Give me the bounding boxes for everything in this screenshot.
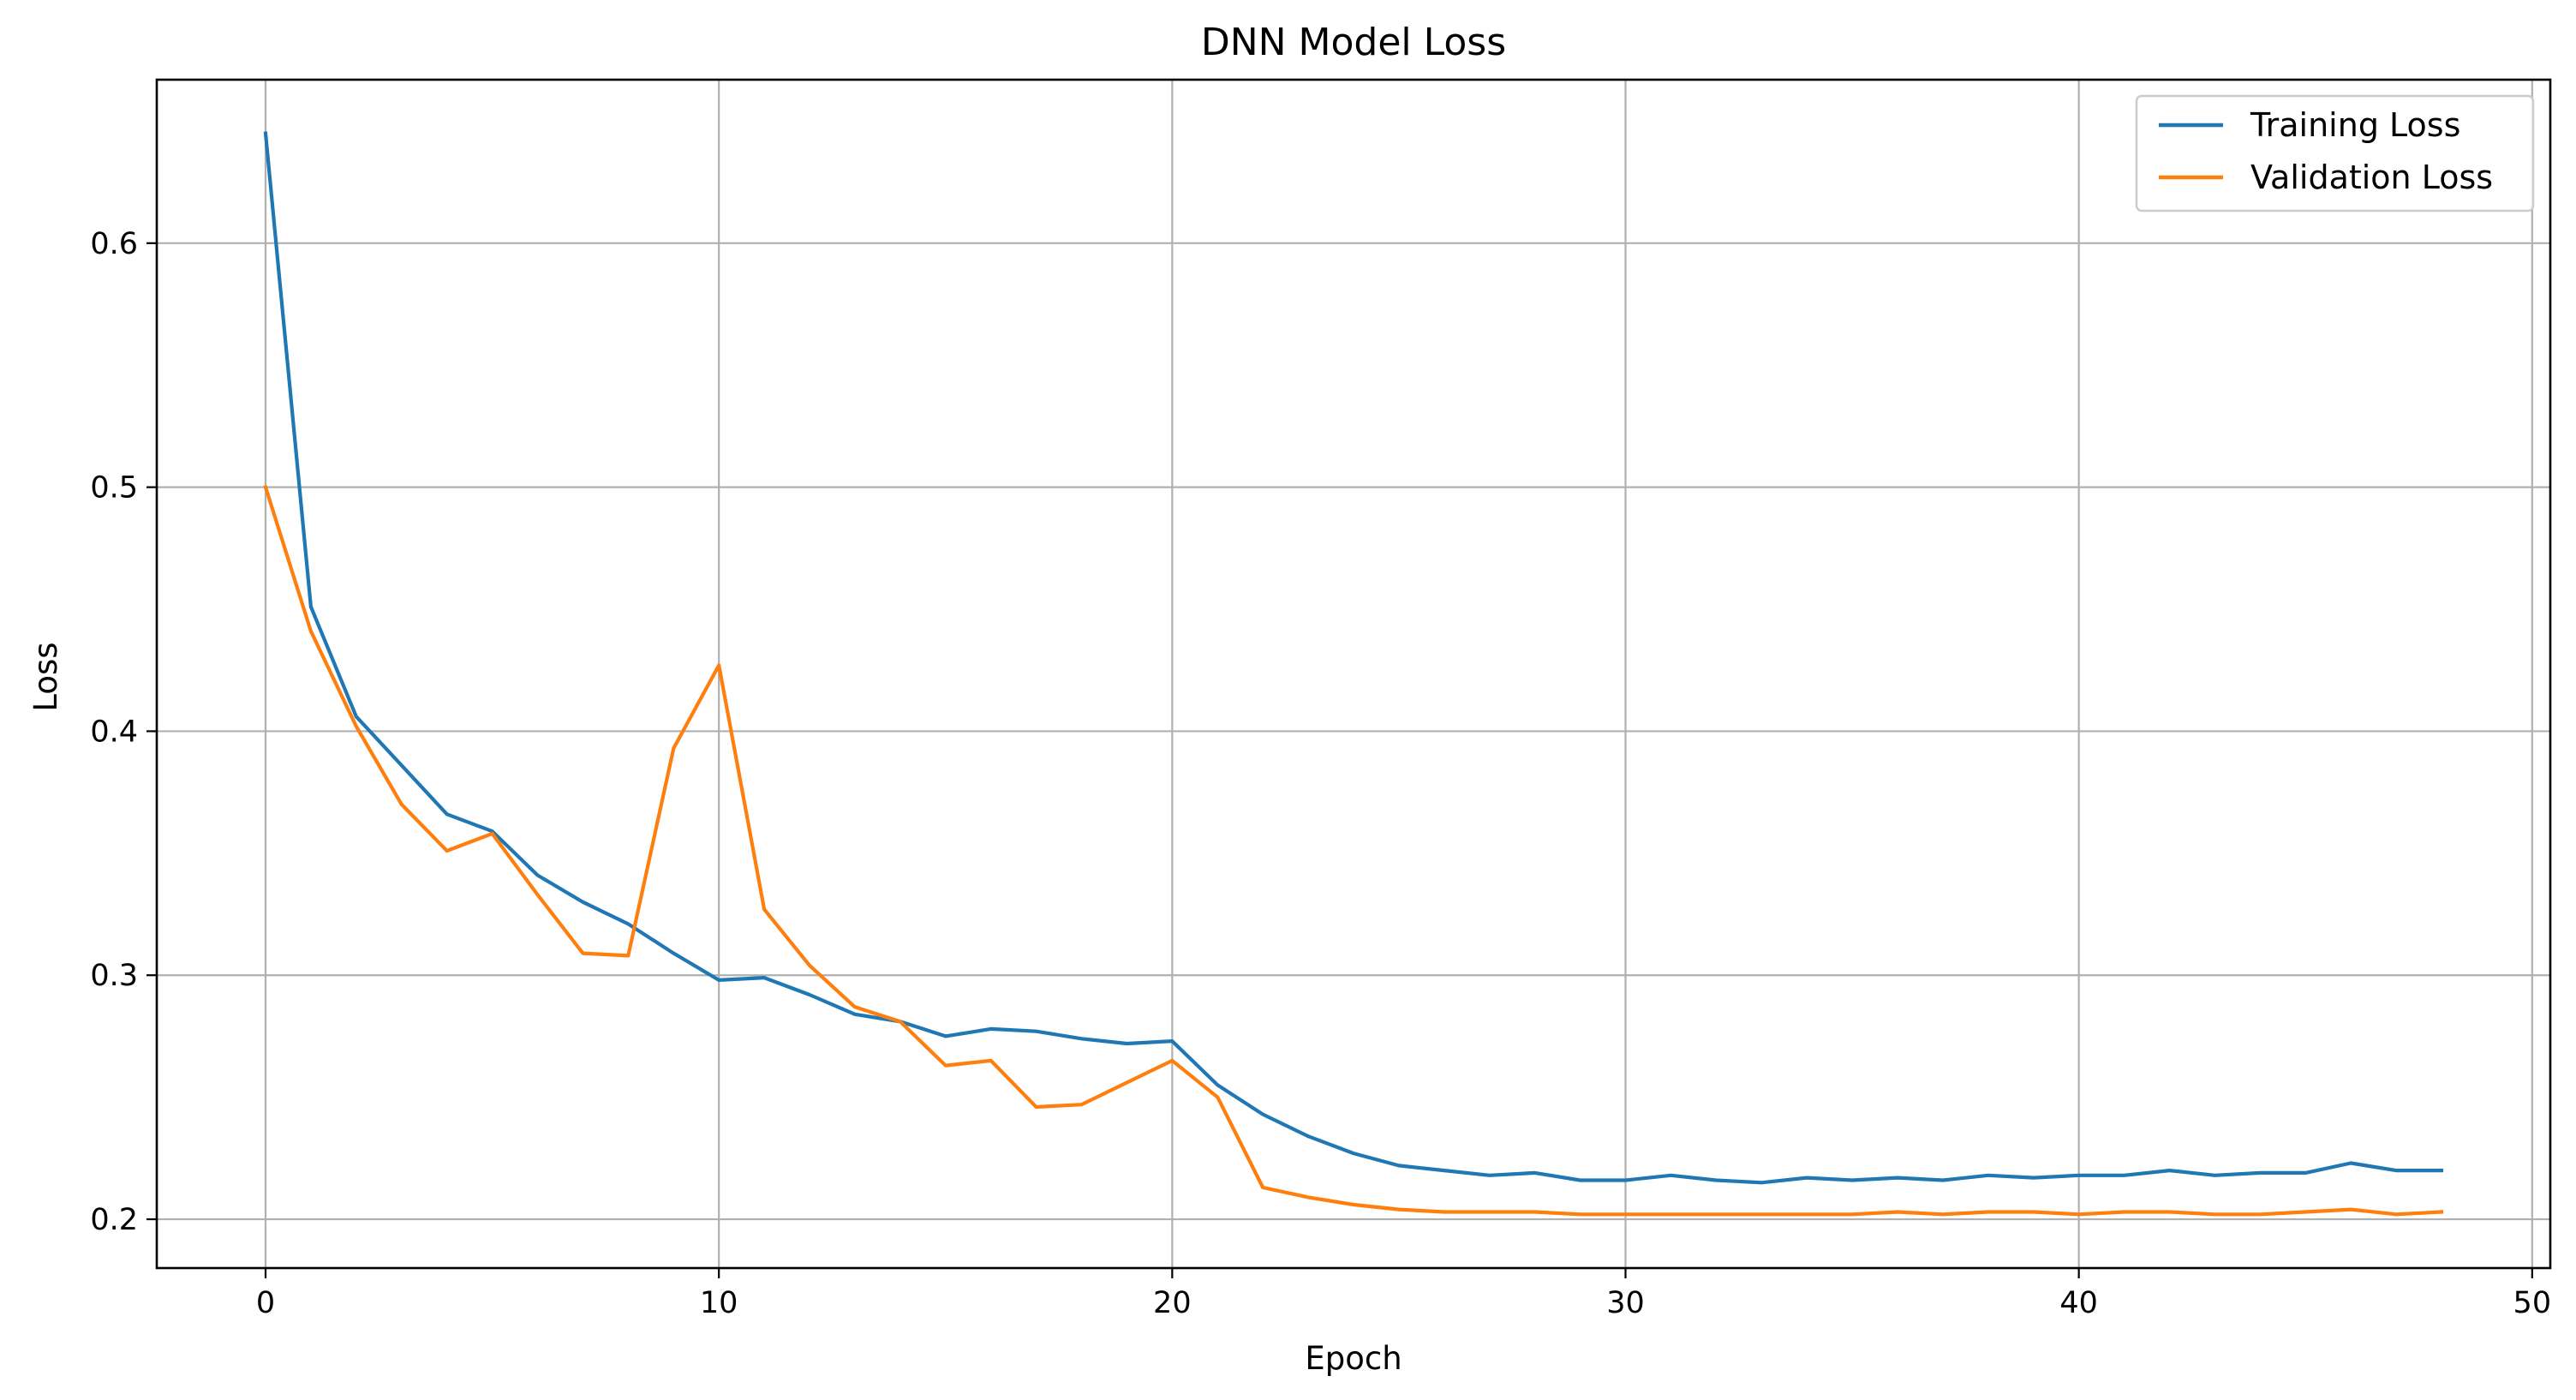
grid-lines — [157, 80, 2550, 1268]
series-layer — [263, 131, 2444, 1217]
series-line-training-loss — [263, 131, 2444, 1185]
chart-title: DNN Model Loss — [1201, 21, 1506, 64]
y-tick-label: 0.2 — [90, 1203, 138, 1237]
x-tick-label: 0 — [256, 1286, 275, 1320]
legend-label-validation: Validation Loss — [2250, 159, 2493, 196]
x-axis-label: Epoch — [1305, 1340, 1402, 1377]
y-tick-label: 0.5 — [90, 471, 138, 506]
legend: Training Loss Validation Loss — [2135, 94, 2535, 212]
legend-label-training: Training Loss — [2250, 106, 2460, 144]
y-axis-label: Loss — [27, 642, 64, 711]
y-tick-label: 0.3 — [90, 959, 138, 993]
legend-box — [2135, 94, 2535, 212]
x-tick-label: 40 — [2059, 1286, 2098, 1320]
plot-area — [157, 80, 2550, 1268]
x-tick-label: 10 — [700, 1286, 738, 1320]
y-tick-label: 0.4 — [90, 715, 138, 749]
y-tick-label: 0.6 — [90, 227, 138, 261]
plot-frame — [155, 78, 2552, 1270]
series-line-validation-loss — [263, 484, 2444, 1217]
x-tick-label: 30 — [1606, 1286, 1645, 1320]
x-tick-label: 20 — [1153, 1286, 1192, 1320]
axis-ticks: 0 10 20 30 40 50 0.2 0.3 0.4 0.5 0.6 — [90, 227, 2551, 1320]
x-tick-label: 50 — [2513, 1286, 2552, 1320]
